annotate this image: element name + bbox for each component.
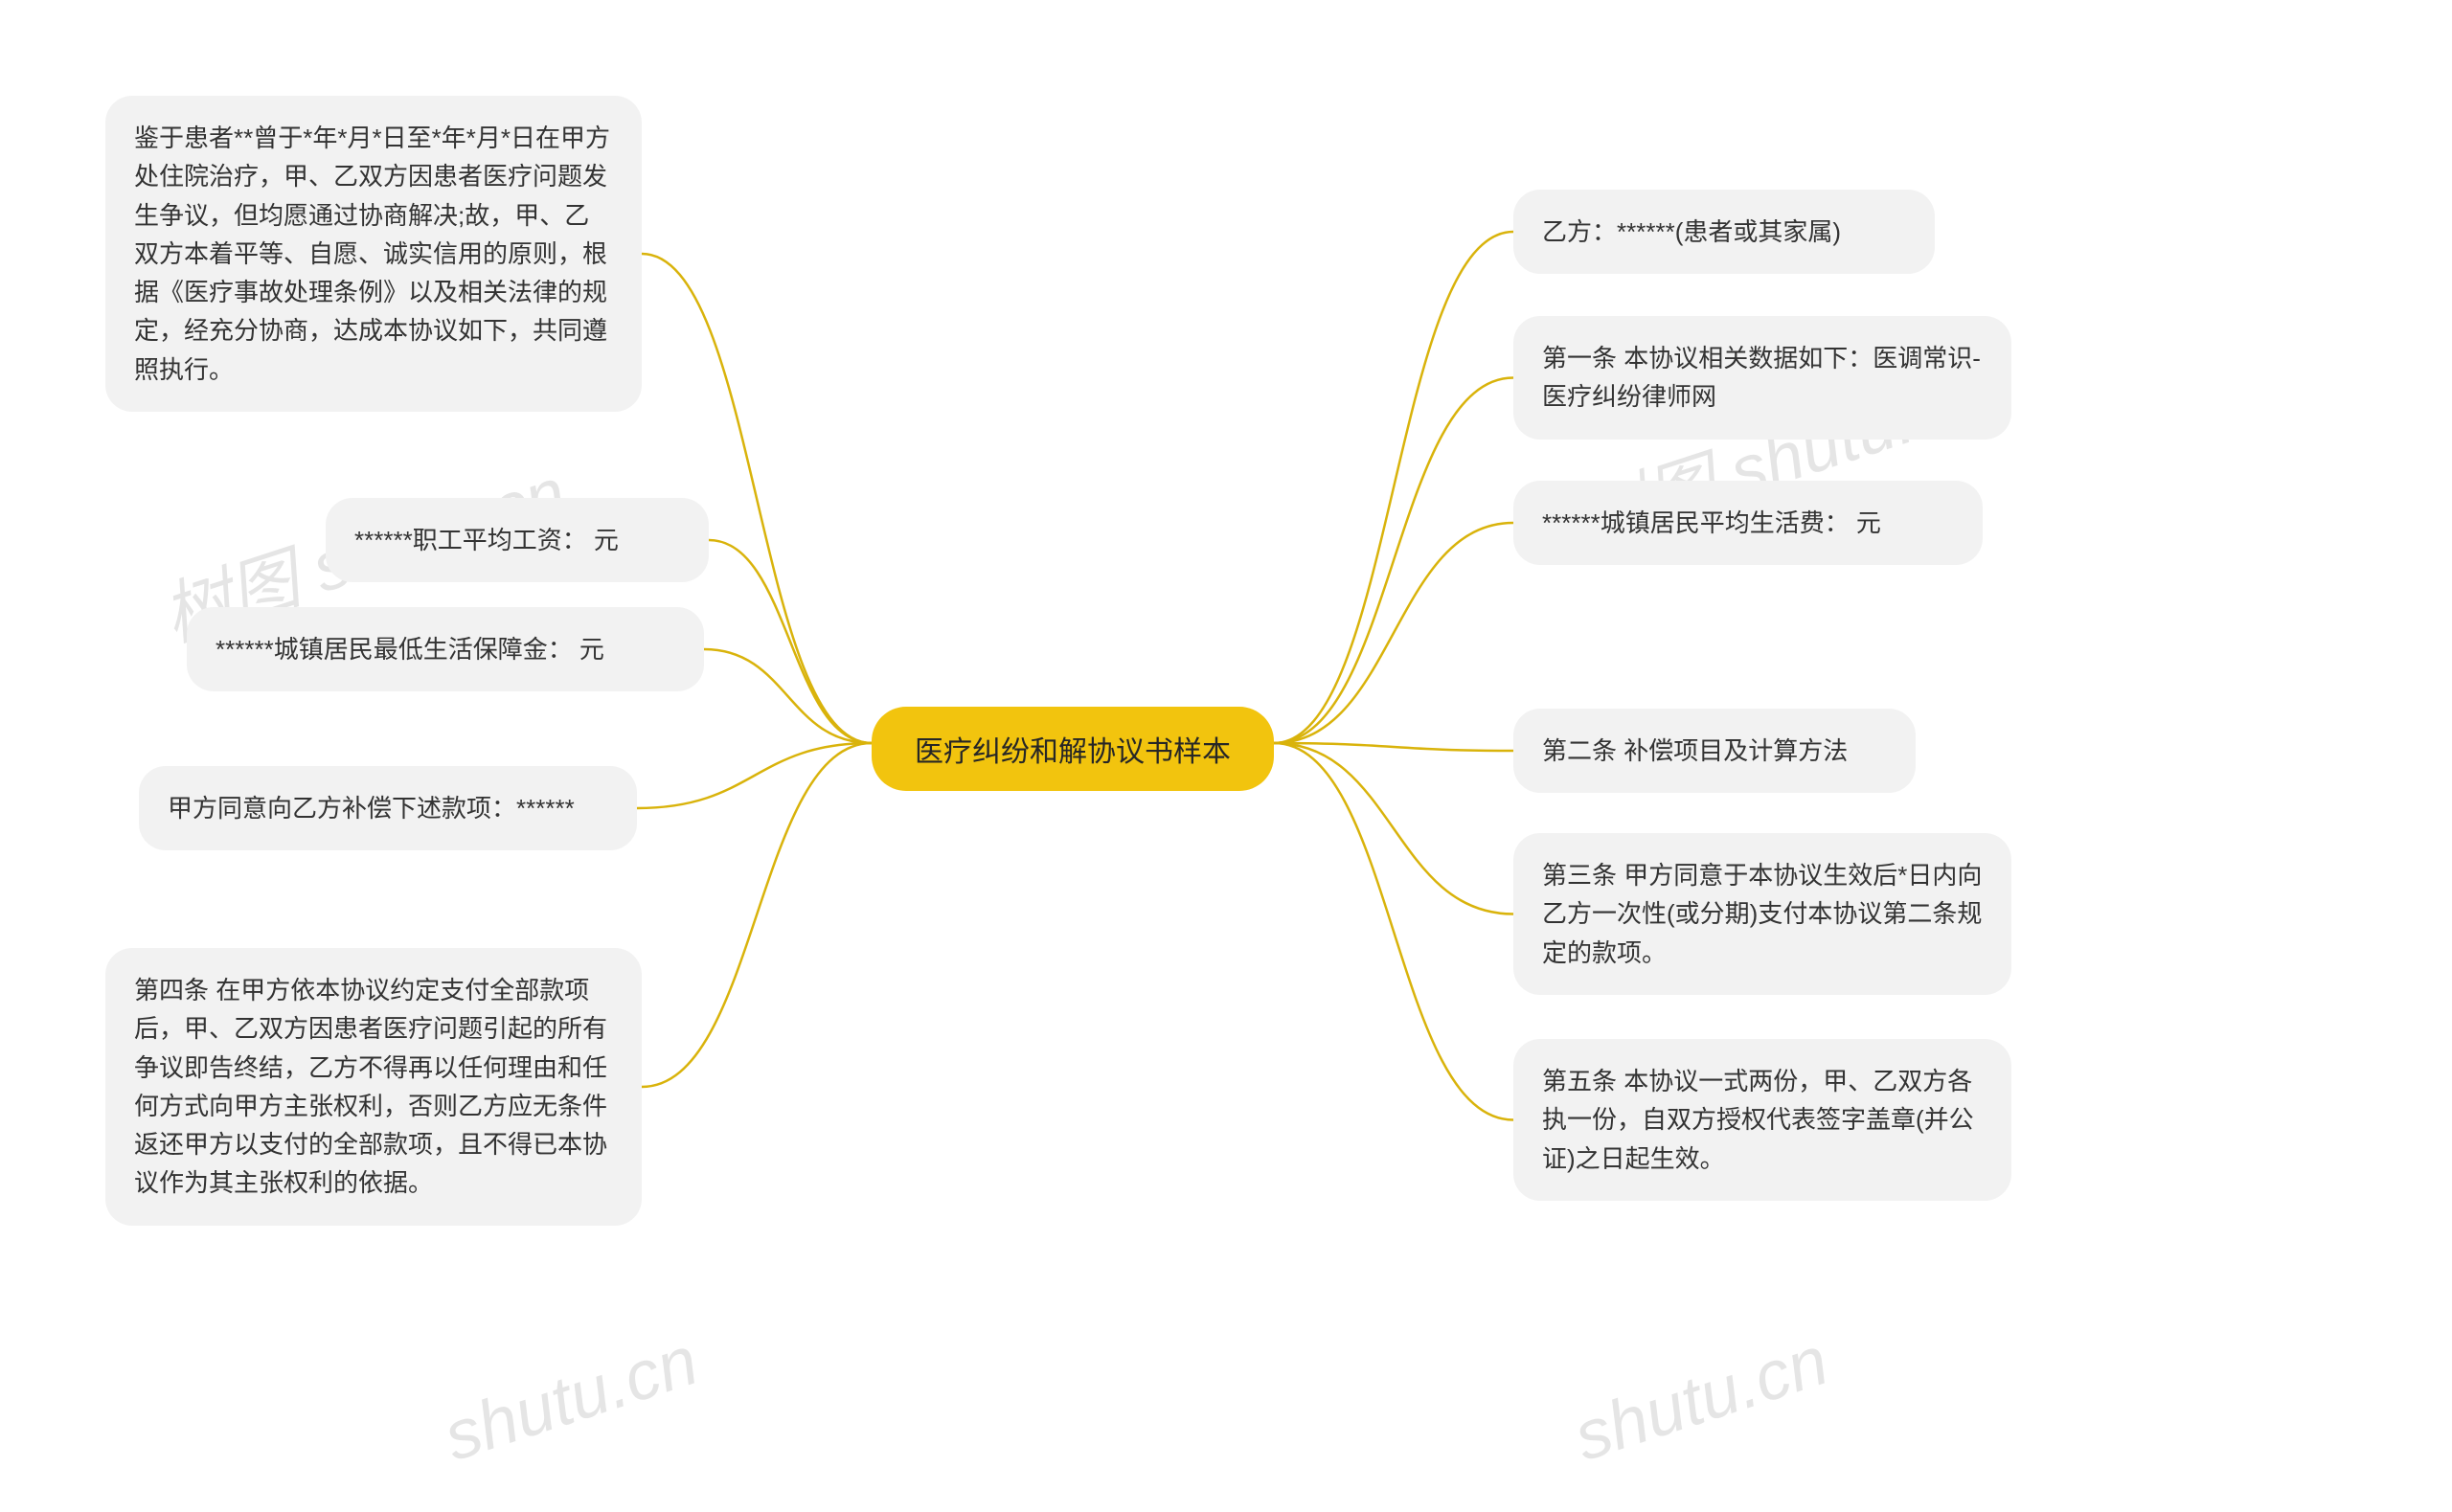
- leaf-r4: 第二条 补偿项目及计算方法: [1513, 709, 1916, 793]
- leaf-r1: 乙方：******(患者或其家属): [1513, 190, 1935, 274]
- leaf-l5: 第四条 在甲方依本协议约定支付全部款项后，甲、乙双方因患者医疗问题引起的所有争议…: [105, 948, 642, 1226]
- leaf-l4: 甲方同意向乙方补偿下述款项：******: [139, 766, 637, 850]
- leaf-l3: ******城镇居民最低生活保障金： 元: [187, 607, 704, 691]
- mindmap-canvas: 医疗纠纷和解协议书样本 鉴于患者**曾于*年*月*日至*年*月*日在甲方处住院治…: [0, 0, 2452, 1512]
- leaf-r5: 第三条 甲方同意于本协议生效后*日内向乙方一次性(或分期)支付本协议第二条规定的…: [1513, 833, 2011, 995]
- leaf-l1: 鉴于患者**曾于*年*月*日至*年*月*日在甲方处住院治疗，甲、乙双方因患者医疗…: [105, 96, 642, 412]
- leaf-r2: 第一条 本协议相关数据如下：医调常识-医疗纠纷律师网: [1513, 316, 2011, 440]
- leaf-r3: ******城镇居民平均生活费： 元: [1513, 481, 1983, 565]
- leaf-l2: ******职工平均工资： 元: [326, 498, 709, 582]
- center-node: 医疗纠纷和解协议书样本: [872, 707, 1274, 791]
- leaf-r6: 第五条 本协议一式两份，甲、乙双方各执一份，自双方授权代表签字盖章(并公证)之日…: [1513, 1039, 2011, 1201]
